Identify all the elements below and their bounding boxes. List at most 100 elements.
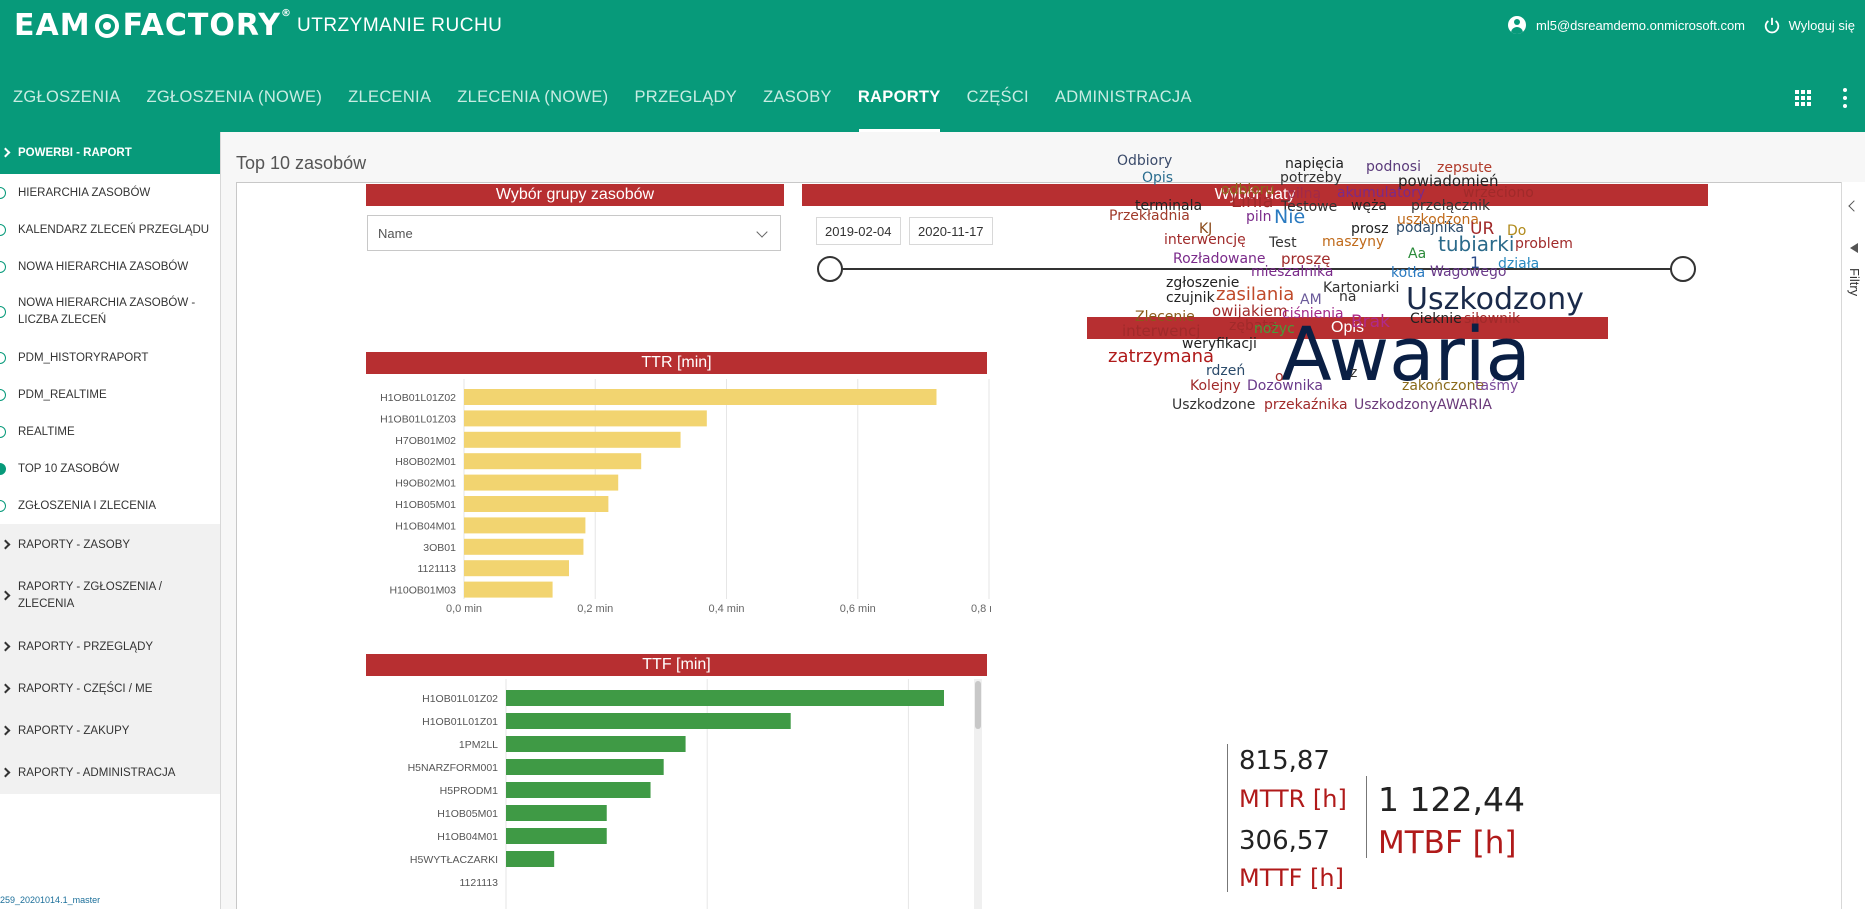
ttr-bar[interactable]: [464, 538, 584, 555]
wordcloud-word[interactable]: Nie: [1274, 206, 1306, 228]
sidebar-item-0[interactable]: HIERARCHIA ZASOBÓW: [0, 174, 220, 211]
wordcloud-word[interactable]: Uszkodzone: [1172, 397, 1256, 413]
sidebar-group-2[interactable]: RAPORTY - PRZEGLĄDY: [0, 626, 220, 668]
ttr-bar[interactable]: [464, 453, 642, 470]
wordcloud-word[interactable]: pilną: [1287, 186, 1322, 202]
nav-tab-1[interactable]: ZGŁOSZENIA (NOWE): [146, 88, 323, 106]
filters-pane[interactable]: Filtry: [1841, 182, 1865, 909]
wordcloud-word[interactable]: mieszalnika: [1251, 264, 1334, 280]
wordcloud-word[interactable]: maszyny: [1322, 234, 1385, 250]
wordcloud-word[interactable]: interwencj: [1122, 322, 1201, 340]
sidebar-item-2[interactable]: NOWA HIERARCHIA ZASOBÓW: [0, 248, 220, 285]
wordcloud-word[interactable]: Kartoniarki: [1323, 280, 1400, 296]
wordcloud-word[interactable]: rdzeń: [1206, 363, 1246, 379]
nav-tab-3[interactable]: ZLECENIA (NOWE): [457, 88, 609, 106]
nav-tab-4[interactable]: PRZEGLĄDY: [634, 88, 738, 106]
wordcloud-word[interactable]: akumulatory: [1337, 185, 1426, 201]
sidebar-item-4[interactable]: PDM_HISTORYRAPORT: [0, 339, 220, 376]
wordcloud-word[interactable]: Dozownika: [1247, 378, 1323, 394]
sidebar-item-8[interactable]: ZGŁOSZENIA I ZLECENIA: [0, 487, 220, 524]
wordcloud-word[interactable]: Kolejny: [1190, 378, 1241, 394]
wordcloud-word[interactable]: zasilania: [1216, 284, 1295, 305]
nav-tab-0[interactable]: ZGŁOSZENIA: [13, 88, 121, 106]
wordcloud-word[interactable]: piln: [1246, 209, 1272, 225]
wordcloud-word[interactable]: taśmy: [1475, 378, 1519, 394]
date-slider-end-handle[interactable]: [1670, 256, 1696, 282]
wordcloud-word[interactable]: czujnik: [1166, 290, 1215, 306]
app-logo[interactable]: EAM FACTORY®: [14, 8, 292, 43]
ttf-bar[interactable]: [506, 736, 686, 752]
wordcloud-word[interactable]: zgłoszenie: [1166, 275, 1240, 291]
wordcloud-word[interactable]: na: [1339, 289, 1357, 305]
apps-grid-icon[interactable]: [1795, 90, 1811, 106]
ttr-bar[interactable]: [464, 560, 569, 577]
wordcloud-word[interactable]: AM: [1300, 292, 1322, 308]
wordcloud-word[interactable]: węża: [1351, 198, 1387, 214]
ttf-bar[interactable]: [506, 805, 607, 821]
wordcloud-word[interactable]: uszkodzona: [1397, 212, 1479, 228]
ttr-bar[interactable]: [464, 389, 937, 405]
wordcloud-word[interactable]: Aa: [1408, 246, 1427, 262]
ttr-bar[interactable]: [464, 496, 609, 512]
wordcloud-word[interactable]: 1: [1470, 253, 1481, 272]
wordcloud-word[interactable]: ciśnienia: [1282, 306, 1344, 322]
ttr-bar[interactable]: [464, 581, 553, 598]
wordcloud-word[interactable]: podajnika: [1396, 220, 1465, 236]
ttf-bar[interactable]: [506, 782, 651, 798]
wordcloud-word[interactable]: potrzeby: [1280, 170, 1342, 186]
wordcloud-word[interactable]: napięcia: [1285, 156, 1345, 172]
sidebar-item-1[interactable]: KALENDARZ ZLECEŃ PRZEGLĄDU: [0, 211, 220, 248]
wordcloud-word[interactable]: siłownik: [1464, 311, 1521, 327]
ttf-bar[interactable]: [506, 690, 944, 706]
wordcloud-word[interactable]: Rozładowane: [1173, 251, 1266, 267]
wordcloud-word[interactable]: Przekładnia: [1109, 208, 1190, 224]
wordcloud-word[interactable]: Brak: [1351, 312, 1390, 332]
ttr-bar[interactable]: [464, 517, 586, 534]
user-menu[interactable]: ml5@dsreamdemo.onmicrosoft.com: [1508, 16, 1745, 34]
asset-group-dropdown[interactable]: Name: [367, 215, 781, 251]
wordcloud-word[interactable]: powiadomień: [1398, 172, 1499, 190]
sidebar-group-3[interactable]: RAPORTY - CZĘŚCI / ME: [0, 668, 220, 710]
wordcloud-word[interactable]: przekaźnika: [1264, 397, 1348, 413]
wordcloud-word[interactable]: zepsute: [1437, 160, 1493, 176]
wordcloud-word[interactable]: Awaria: [1281, 312, 1531, 398]
wordcloud-word[interactable]: Wagowego: [1430, 264, 1507, 280]
sidebar-group-4[interactable]: RAPORTY - ZAKUPY: [0, 710, 220, 752]
wordcloud-word[interactable]: Testowe: [1281, 199, 1338, 215]
wordcloud-word[interactable]: zębata: [1229, 318, 1277, 334]
wordcloud-word[interactable]: o: [1275, 369, 1284, 385]
wordcloud-word[interactable]: UszkodzonyAWARIA: [1354, 397, 1492, 413]
wordcloud-word[interactable]: odbioru: [1221, 182, 1275, 198]
wordcloud-word[interactable]: Do: [1507, 223, 1527, 239]
date-to-input[interactable]: 2020-11-17: [909, 217, 993, 245]
ttr-bar[interactable]: [464, 431, 681, 448]
wordcloud-word[interactable]: interwencję: [1164, 232, 1246, 248]
wordcloud-word[interactable]: problem: [1515, 236, 1573, 252]
wordcloud-word[interactable]: nożyc: [1254, 321, 1295, 337]
ttf-bar[interactable]: [506, 828, 607, 844]
ttf-bar[interactable]: [506, 759, 664, 775]
date-slider-start-handle[interactable]: [817, 256, 843, 282]
sidebar-item-5[interactable]: PDM_REALTIME: [0, 376, 220, 413]
wordcloud-word[interactable]: przełącznik: [1411, 198, 1491, 214]
wordcloud-word[interactable]: podnosi: [1366, 159, 1421, 175]
nav-tab-2[interactable]: ZLECENIA: [348, 88, 432, 106]
sidebar-header-powerbi[interactable]: POWERBI - RAPORT: [0, 132, 220, 174]
wordcloud-word[interactable]: Odbiory: [1117, 153, 1173, 169]
ttf-scrollbar-track[interactable]: [974, 679, 982, 909]
ttf-bar[interactable]: [506, 851, 555, 867]
wordcloud-word[interactable]: wrzeciono: [1463, 185, 1534, 201]
wordcloud-word[interactable]: UR: [1470, 219, 1495, 239]
wordcloud-word[interactable]: weryfikacji: [1182, 336, 1257, 352]
ttr-bar[interactable]: [464, 410, 707, 427]
wordcloud-word[interactable]: Test: [1269, 235, 1297, 251]
wordcloud-word[interactable]: KJ: [1199, 221, 1213, 237]
sidebar-item-6[interactable]: REALTIME: [0, 413, 220, 450]
wordcloud-word[interactable]: Cieknie: [1410, 311, 1462, 327]
wordcloud-word[interactable]: prosz: [1351, 221, 1389, 237]
nav-tab-8[interactable]: ADMINISTRACJA: [1054, 88, 1192, 106]
ttf-bar[interactable]: [506, 713, 791, 729]
nav-tab-5[interactable]: ZASOBY: [763, 88, 832, 106]
wordcloud-word[interactable]: owijakiem: [1212, 302, 1288, 320]
wordcloud-word[interactable]: Opis: [1142, 170, 1174, 186]
